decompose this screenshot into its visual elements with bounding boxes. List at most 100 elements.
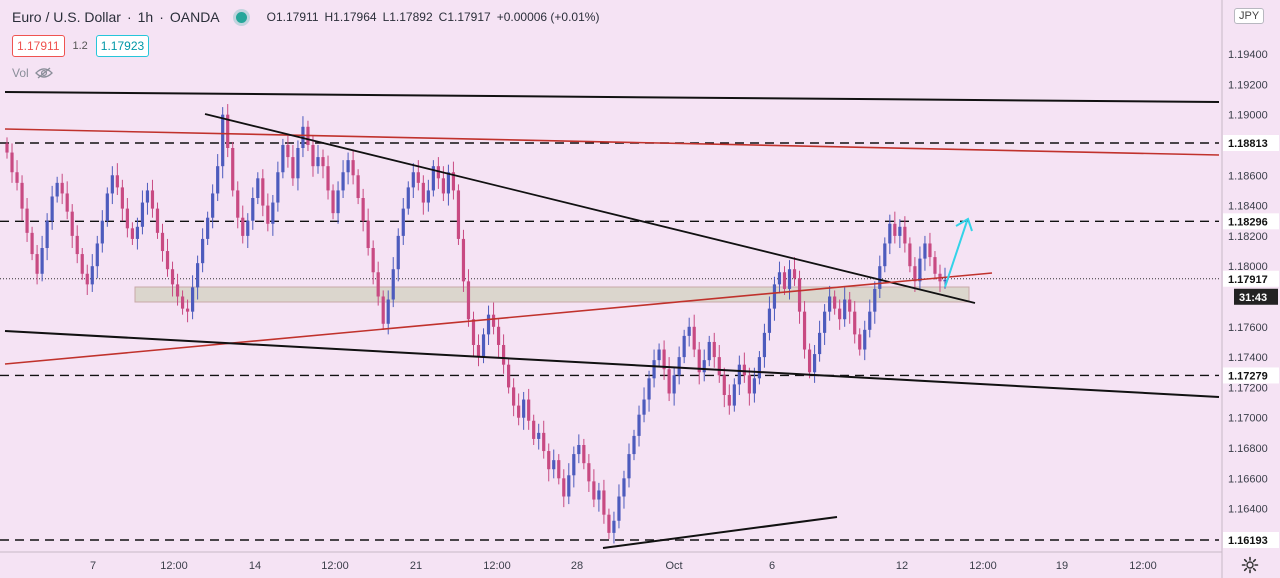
time-tick-label: 6: [769, 560, 775, 572]
candle-body: [155, 208, 160, 233]
candle-body: [60, 182, 64, 194]
settings-gear-icon[interactable]: [1241, 556, 1259, 574]
candle-body: [577, 444, 581, 455]
candle-body: [913, 266, 917, 282]
candle-body: [446, 172, 451, 194]
candle-body: [185, 308, 190, 312]
candle-body: [351, 160, 355, 176]
candle-body: [532, 420, 536, 439]
candle-body: [386, 299, 390, 324]
red-support-trendline[interactable]: [4, 272, 993, 365]
candle-body: [742, 364, 746, 376]
candle-body: [637, 414, 641, 436]
candle-body: [823, 311, 827, 333]
candle-body: [787, 269, 792, 289]
candle-body: [757, 357, 762, 379]
candle-body: [441, 178, 445, 194]
candle-body: [732, 384, 736, 406]
ohlc-values: O1.17911 H1.17964 L1.17892 C1.17917 +0.0…: [267, 10, 600, 24]
upper-channel-trendline[interactable]: [4, 91, 1220, 103]
candle-body: [105, 193, 109, 221]
candle-body: [883, 243, 887, 267]
candle-body: [125, 208, 129, 229]
candle-body: [231, 148, 235, 191]
candle-body: [175, 284, 180, 297]
candle-body: [311, 144, 315, 167]
candle-body: [843, 299, 847, 320]
volume-indicator[interactable]: Vol: [12, 66, 53, 80]
level-price-tag: [1223, 367, 1279, 384]
candle-body: [597, 490, 601, 500]
open-label: O: [266, 10, 276, 24]
candle-body: [401, 208, 405, 236]
red-resistance-trendline[interactable]: [4, 128, 1220, 156]
candle-body: [817, 332, 822, 355]
candle-body: [211, 193, 215, 218]
candle-body: [471, 319, 476, 345]
candle-body: [762, 332, 767, 358]
candle-body: [376, 272, 380, 297]
candle-body: [873, 288, 877, 312]
candle-body: [812, 354, 817, 373]
current-price-tag: [1223, 270, 1279, 287]
currency-button[interactable]: JPY: [1234, 8, 1265, 24]
candle-body: [782, 272, 787, 289]
candle-body: [140, 202, 145, 227]
close-label: C: [438, 10, 448, 24]
candle-body: [246, 220, 250, 236]
candle-body: [792, 269, 797, 279]
candle-body: [642, 399, 646, 415]
eye-hidden-icon[interactable]: [34, 67, 53, 79]
candle-body: [40, 248, 44, 274]
time-tick-label: 12:00: [483, 560, 511, 572]
candle-body: [552, 460, 556, 470]
candle-body: [336, 190, 340, 214]
symbol-name[interactable]: Euro / U.S. Dollar: [12, 9, 121, 25]
candle-body: [70, 211, 74, 236]
candle-body: [261, 178, 265, 206]
descending-trendline[interactable]: [204, 113, 976, 304]
time-tick-label: 19: [1056, 560, 1068, 572]
candle-body: [331, 190, 335, 214]
candle-body: [291, 157, 295, 179]
candle-body: [898, 226, 902, 236]
candle-body: [567, 475, 571, 497]
price-tick-label: 1.17200: [1228, 382, 1268, 394]
price-tick-label: 1.18200: [1228, 231, 1268, 243]
buy-button[interactable]: 1.17923: [95, 35, 150, 57]
candle-body: [396, 235, 400, 270]
bottom-trendline[interactable]: [602, 516, 838, 549]
lower-channel-trendline[interactable]: [4, 330, 1220, 398]
candle-body: [647, 378, 651, 400]
candle-body: [316, 157, 320, 167]
candle-body: [85, 273, 89, 285]
candle-body: [943, 279, 947, 282]
candle-body: [707, 341, 711, 361]
price-tick-label: 1.19400: [1228, 49, 1268, 61]
candle-body: [697, 349, 701, 373]
time-tick-label: Oct: [665, 560, 682, 572]
candle-body: [572, 454, 576, 476]
current-price-label: 1.17917: [1228, 274, 1268, 286]
candle-body: [145, 190, 150, 203]
projection-arrow[interactable]: [944, 220, 968, 288]
candle-body: [617, 496, 621, 521]
level-price-label: 1.16193: [1228, 535, 1268, 547]
time-tick-label: 12:00: [160, 560, 188, 572]
candle-body: [868, 311, 872, 330]
candle-body: [522, 399, 526, 418]
candle-body: [797, 278, 802, 312]
interval-label[interactable]: 1h: [137, 9, 154, 25]
trade-buttons: 1.17911 1.2 1.17923: [12, 35, 150, 57]
support-zone-rectangle[interactable]: [134, 286, 970, 303]
chart-legend: Euro / U.S. Dollar · 1h · OANDA O1.17911…: [12, 9, 599, 25]
candle-body: [371, 248, 375, 273]
candle-body: [747, 375, 751, 394]
level-price-label: 1.18813: [1228, 138, 1268, 150]
candle-body: [772, 284, 777, 309]
candle-body: [557, 460, 561, 479]
candle-body: [828, 296, 832, 312]
sell-button[interactable]: 1.17911: [12, 35, 65, 57]
candle-body: [476, 344, 481, 358]
